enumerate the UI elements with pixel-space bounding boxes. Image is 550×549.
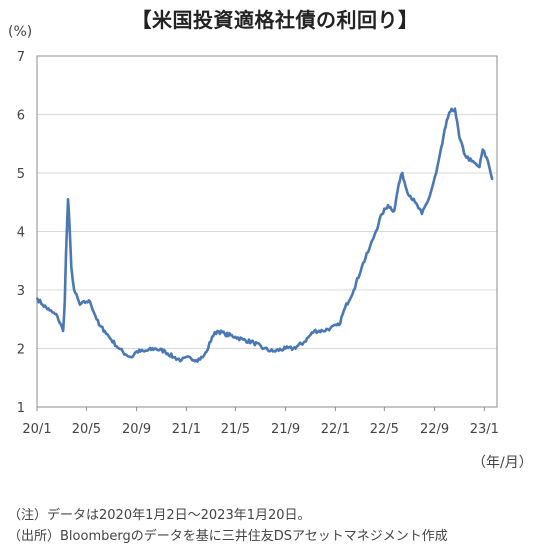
x-tick-label: 20/5 xyxy=(72,422,101,437)
x-tick-label: 21/5 xyxy=(221,422,250,437)
x-tick-label: 22/9 xyxy=(420,422,449,437)
y-tick-label: 1 xyxy=(17,401,25,416)
x-axis-unit-label: （年/月） xyxy=(472,455,533,471)
plot-area-frame xyxy=(36,55,498,408)
y-axis-unit-label: (%) xyxy=(8,24,33,40)
y-tick-label: 5 xyxy=(17,167,25,182)
y-tick-label: 3 xyxy=(17,284,25,299)
x-tick-label: 22/1 xyxy=(321,422,350,437)
y-axis-ticks: 1 2 3 4 5 6 7 xyxy=(17,50,25,416)
yield-line-chart: 1 2 3 4 5 6 7 20/1 20/5 20/9 21/1 21/5 21/9 22/1 22/5… xyxy=(17,50,499,437)
x-tick-label: 21/1 xyxy=(172,422,201,437)
x-tick-label: 20/1 xyxy=(22,422,51,437)
y-tick-label: 6 xyxy=(17,109,25,124)
chart-title: 【米国投資適格社債の利回り】 xyxy=(131,8,419,32)
yield-series-line xyxy=(36,107,494,363)
x-tick-label: 22/5 xyxy=(370,422,399,437)
x-tick-label: 23/1 xyxy=(470,422,499,437)
footnote-data-period: （注）データは2020年1月2日～2023年1月20日。 xyxy=(8,508,311,523)
footnote-source: （出所）Bloombergのデータを基に三井住友DSアセットマネジメント作成 xyxy=(8,529,448,544)
y-tick-label: 4 xyxy=(17,226,25,241)
x-axis-ticks: 20/1 20/5 20/9 21/1 21/5 21/9 22/1 22/5 22/9 23/1 xyxy=(22,407,499,437)
x-tick-label: 21/9 xyxy=(271,422,300,437)
y-tick-label: 7 xyxy=(17,50,25,65)
y-tick-label: 2 xyxy=(17,343,25,358)
x-tick-label: 20/9 xyxy=(122,422,151,437)
grid-lines xyxy=(37,114,497,349)
